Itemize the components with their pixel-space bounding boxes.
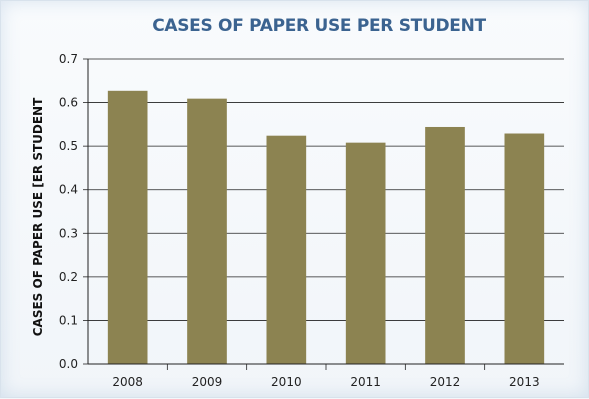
bar-2009 <box>187 98 227 365</box>
bar-2011 <box>345 142 386 364</box>
y-tick-label: 0.1 <box>59 313 78 327</box>
y-tick-label: 0.6 <box>59 96 78 110</box>
bar-2010 <box>266 135 307 364</box>
y-tick-label: 0.4 <box>59 183 78 197</box>
y-tick-label: 0.5 <box>59 139 78 153</box>
bars <box>107 90 545 365</box>
y-tick-label: 0.0 <box>59 357 78 371</box>
bar-2008 <box>107 90 148 365</box>
bar-2013 <box>504 133 545 364</box>
x-tick-label: 2011 <box>350 375 381 389</box>
x-tick-labels: 2008 2009 2010 2011 2012 2013 <box>112 375 539 389</box>
x-tick-label: 2010 <box>271 375 302 389</box>
y-tick-label: 0.2 <box>59 270 78 284</box>
y-tick-label: 0.3 <box>59 226 78 240</box>
chart-title: CASES OF PAPER USE PER STUDENT <box>152 16 486 36</box>
axes <box>87 59 564 365</box>
x-tick-label: 2012 <box>430 375 461 389</box>
x-tick-label: 2013 <box>509 375 540 389</box>
y-axis-title: CASES OF PAPER USE [ER STUDENT <box>31 97 45 336</box>
gridlines <box>83 58 564 370</box>
y-tick-label: 0.7 <box>59 52 78 66</box>
x-tick-label: 2009 <box>192 375 223 389</box>
x-tick-label: 2008 <box>112 375 143 389</box>
bar-2012 <box>425 126 465 364</box>
y-tick-labels: 0.0 0.1 0.2 0.3 0.4 0.5 0.6 0.7 <box>59 52 78 371</box>
